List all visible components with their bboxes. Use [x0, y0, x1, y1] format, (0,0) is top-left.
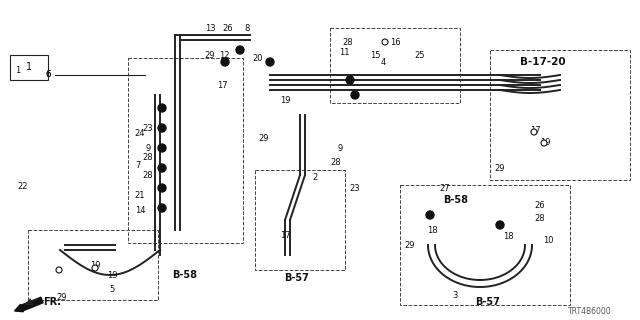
- Text: 18: 18: [427, 226, 437, 235]
- Text: 10: 10: [543, 236, 553, 244]
- Text: 29: 29: [205, 51, 215, 60]
- Text: 23: 23: [143, 124, 154, 132]
- Circle shape: [158, 164, 166, 172]
- Text: 17: 17: [530, 125, 540, 134]
- Text: 3: 3: [452, 291, 458, 300]
- Text: 29: 29: [259, 133, 269, 142]
- Circle shape: [158, 144, 166, 152]
- Text: 9: 9: [337, 143, 342, 153]
- Text: 19: 19: [90, 260, 100, 269]
- Text: B-17-20: B-17-20: [520, 57, 566, 67]
- Circle shape: [236, 46, 244, 54]
- Text: B-58: B-58: [173, 270, 198, 280]
- Text: 12: 12: [219, 51, 229, 60]
- Circle shape: [92, 265, 98, 271]
- Text: 4: 4: [380, 58, 386, 67]
- Circle shape: [346, 76, 354, 84]
- Text: 2: 2: [312, 172, 317, 181]
- Text: 24: 24: [135, 129, 145, 138]
- Text: 8: 8: [244, 23, 250, 33]
- Text: 27: 27: [440, 183, 451, 193]
- Text: 19: 19: [107, 270, 117, 279]
- Text: 5: 5: [109, 285, 115, 294]
- Text: 29: 29: [404, 241, 415, 250]
- Circle shape: [158, 204, 166, 212]
- Text: 23: 23: [349, 183, 360, 193]
- Text: B-57: B-57: [285, 273, 309, 283]
- Text: B-57: B-57: [476, 297, 500, 307]
- Text: 6: 6: [45, 69, 51, 78]
- Text: 18: 18: [502, 231, 513, 241]
- FancyArrow shape: [15, 297, 43, 312]
- Bar: [330, 28, 460, 103]
- Circle shape: [158, 104, 166, 112]
- Circle shape: [426, 211, 434, 219]
- Text: 9: 9: [145, 143, 150, 153]
- Bar: [255, 170, 345, 270]
- Circle shape: [351, 91, 359, 99]
- Text: 14: 14: [135, 205, 145, 214]
- Text: B-58: B-58: [444, 195, 468, 205]
- Text: 1: 1: [15, 66, 20, 75]
- Text: TRT4B6000: TRT4B6000: [568, 308, 612, 316]
- Bar: [128, 58, 243, 243]
- Circle shape: [158, 184, 166, 192]
- Text: 19: 19: [540, 138, 550, 147]
- Text: FR.: FR.: [43, 297, 61, 307]
- Circle shape: [221, 58, 229, 66]
- Text: 28: 28: [143, 171, 154, 180]
- Circle shape: [56, 267, 62, 273]
- Text: 28: 28: [331, 157, 341, 166]
- Text: 26: 26: [534, 201, 545, 210]
- Bar: [10, 55, 48, 80]
- Text: 15: 15: [370, 51, 380, 60]
- Text: 28: 28: [534, 213, 545, 222]
- Text: 20: 20: [253, 53, 263, 62]
- Text: 26: 26: [223, 23, 234, 33]
- Circle shape: [382, 39, 388, 45]
- Text: 17: 17: [217, 81, 227, 90]
- Circle shape: [266, 58, 274, 66]
- Text: 29: 29: [57, 293, 67, 302]
- Text: 17: 17: [280, 230, 291, 239]
- Text: 28: 28: [143, 153, 154, 162]
- Text: 29: 29: [495, 164, 505, 172]
- Circle shape: [496, 221, 504, 229]
- Text: 6: 6: [45, 69, 51, 78]
- Text: 16: 16: [390, 37, 400, 46]
- Circle shape: [158, 124, 166, 132]
- Text: 11: 11: [339, 47, 349, 57]
- Text: 19: 19: [280, 95, 291, 105]
- Text: 7: 7: [135, 161, 141, 170]
- Text: 21: 21: [135, 190, 145, 199]
- Bar: [28, 230, 158, 300]
- Text: 25: 25: [415, 51, 425, 60]
- Bar: [400, 185, 570, 305]
- Text: 13: 13: [205, 23, 215, 33]
- Text: 28: 28: [342, 37, 353, 46]
- Circle shape: [541, 140, 547, 146]
- Text: 1: 1: [26, 62, 32, 72]
- Bar: [490, 50, 630, 180]
- Text: 22: 22: [18, 181, 28, 190]
- Circle shape: [531, 129, 537, 135]
